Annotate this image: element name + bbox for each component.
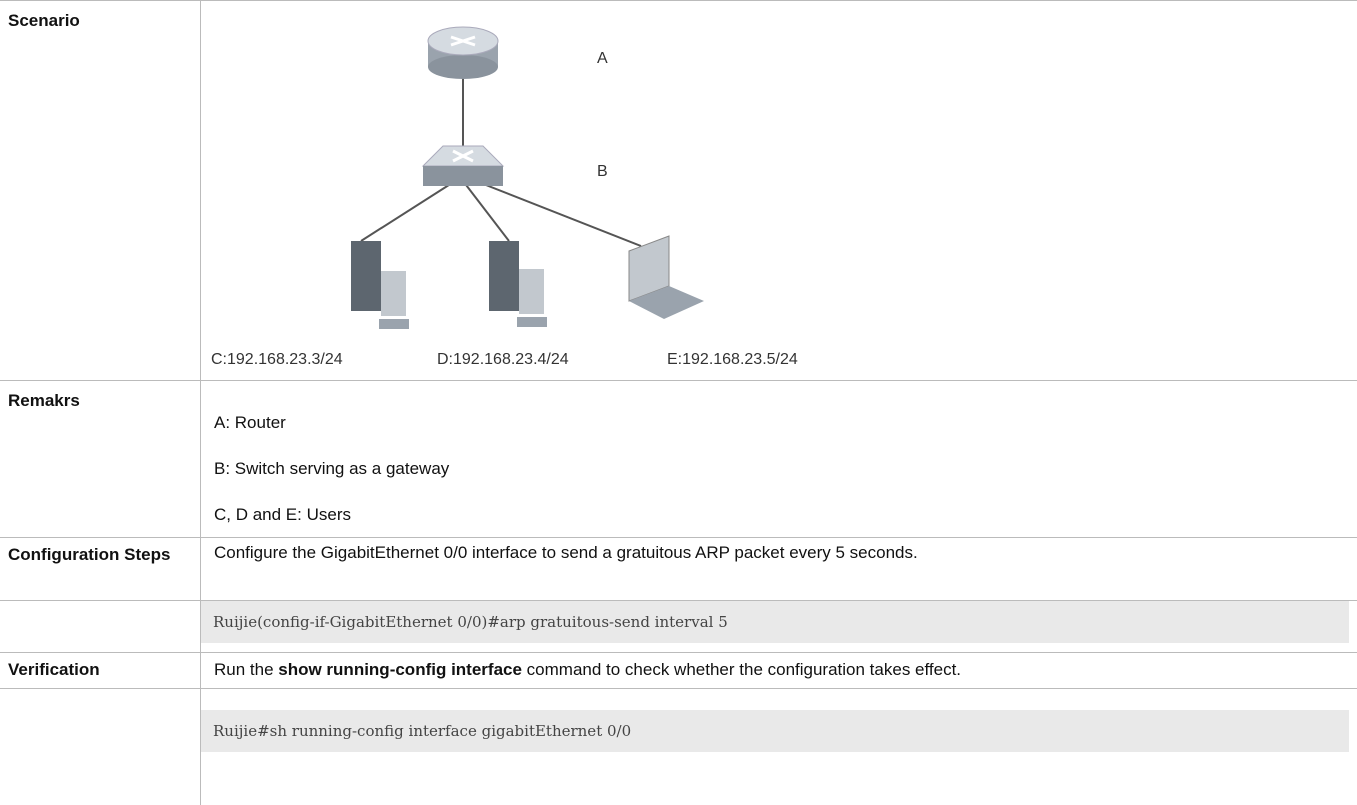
empty-label (0, 689, 201, 805)
text: command to check whether the configurati… (521, 660, 962, 679)
config-row: Configuration Steps Configure the Gigabi… (0, 538, 1357, 601)
scenario-row: Scenario A B C:192.1 (0, 0, 1357, 381)
pc-c-icon (351, 241, 409, 329)
switch-icon (421, 145, 505, 186)
code-row: Ruijie#sh running-config interface gigab… (0, 689, 1357, 805)
remarks-row: Remakrs A: Router B: Switch serving as a… (0, 381, 1357, 538)
host-label: D:192.168.23.4/24 (437, 351, 569, 368)
code-row: Ruijie(config-if-GigabitEthernet 0/0)#ar… (0, 601, 1357, 653)
laptop-icon (628, 235, 704, 319)
row-label: Scenario (0, 1, 201, 380)
remark-line: B: Switch serving as a gateway (214, 459, 450, 478)
pc-d-icon (489, 241, 547, 327)
remark-line: C, D and E: Users (214, 505, 351, 524)
network-diagram: A B C:192.168.23.3/24 D:192.168.23.4/24 … (211, 26, 798, 368)
remark-line: A: Router (214, 413, 286, 432)
row-label: Remakrs (0, 381, 201, 537)
command: show running-config interface (278, 660, 522, 679)
code-block: Ruijie(config-if-GigabitEthernet 0/0)#ar… (201, 601, 1349, 643)
code-block: Ruijie#sh running-config interface gigab… (201, 710, 1349, 752)
config-text: Configure the GigabitEthernet 0/0 interf… (214, 543, 918, 562)
host-label: E:192.168.23.5/24 (667, 351, 798, 368)
verification-text: Run the show running-config interface co… (214, 660, 961, 680)
empty-label (0, 601, 201, 652)
node-label: B (597, 163, 608, 180)
verification-row: Verification Run the show running-config… (0, 653, 1357, 689)
node-label: A (597, 50, 608, 67)
host-label: C:192.168.23.3/24 (211, 351, 343, 368)
router-icon (427, 26, 499, 79)
row-label: Verification (0, 653, 201, 688)
row-label: Configuration Steps (0, 538, 201, 600)
text: Run the (214, 660, 279, 679)
